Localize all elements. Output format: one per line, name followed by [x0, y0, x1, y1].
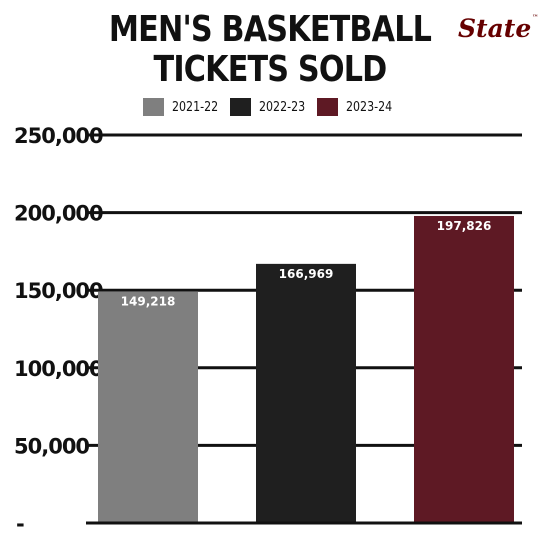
legend-swatch-2022-23: [230, 98, 251, 116]
title-line-1: MEN'S BASKETBALL: [108, 9, 432, 50]
logo-trademark: ™: [532, 14, 539, 21]
bar-2023-24: [414, 215, 514, 523]
y-tick-label: -: [16, 512, 24, 536]
bar-2021-22: [98, 291, 198, 523]
y-tick-label: 50,000: [14, 434, 89, 458]
legend-label-2021-22: 2021-22: [172, 99, 219, 115]
y-tick-label: 100,000: [14, 357, 103, 381]
y-tick-label: 200,000: [14, 202, 103, 226]
state-logo: State™: [458, 14, 538, 48]
y-tick-label: 250,000: [14, 124, 103, 148]
data-label-2021-22: 149,218: [121, 294, 176, 308]
legend-item-2022-23: 2022-23: [230, 97, 313, 117]
title-line-2: TICKETS SOLD: [153, 49, 388, 90]
legend-label-2022-23: 2022-23: [259, 99, 306, 115]
data-label-2022-23: 166,969: [279, 267, 334, 281]
legend: 2021-22 2022-23 2023-24: [0, 97, 540, 117]
bar-2022-23: [256, 263, 356, 523]
data-label-2023-24: 197,826: [437, 219, 492, 233]
chart-title: MEN'S BASKETBALL TICKETS SOLD: [43, 10, 497, 90]
legend-label-2023-24: 2023-24: [346, 99, 393, 115]
legend-item-2023-24: 2023-24: [317, 97, 400, 117]
legend-swatch-2021-22: [143, 98, 164, 116]
legend-item-2021-22: 2021-22: [143, 97, 226, 117]
y-tick-label: 150,000: [14, 279, 103, 303]
logo-text: State: [458, 14, 532, 43]
legend-swatch-2023-24: [317, 98, 338, 116]
